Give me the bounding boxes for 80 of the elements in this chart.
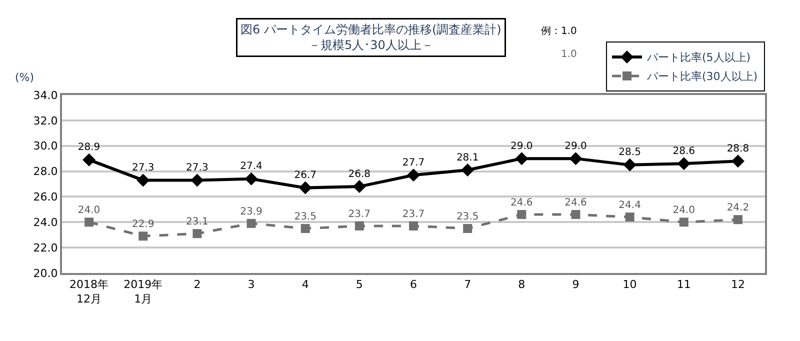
x-tick-label: 10 [622, 278, 637, 292]
data-label: 29.0 [564, 140, 587, 152]
data-label: 24.6 [564, 197, 587, 208]
data-label: 27.3 [186, 162, 208, 174]
data-label: 27.3 [132, 162, 154, 174]
point [298, 181, 312, 194]
y-tick-label: 26.0 [33, 190, 58, 204]
legend-label: パート比率(5人以上) [646, 51, 751, 64]
y-tick-label: 22.0 [33, 241, 58, 254]
y-tick-label: 34.0 [33, 88, 58, 102]
data-label: 24.0 [672, 205, 696, 216]
data-label: 23.9 [240, 206, 262, 218]
x-tick-label: 2019年 1月 [124, 278, 163, 306]
point [623, 158, 636, 172]
point [407, 168, 420, 182]
x-tick-label: 12 [730, 278, 745, 292]
point [625, 212, 634, 222]
point [244, 172, 258, 186]
y-tick-label: 32.0 [33, 114, 58, 128]
data-label: 24.2 [726, 202, 750, 214]
point [517, 210, 526, 220]
x-tick-label: 4 [302, 278, 309, 292]
x-tick-label: 2018年 12月 [70, 278, 109, 306]
data-label: 28.9 [78, 142, 100, 154]
x-tick-label: 9 [572, 278, 580, 292]
y-tick-label: 30.0 [33, 140, 58, 153]
chart-subtitle: －規模5人･30人以上－ [308, 38, 434, 52]
y-tick-label: 20.0 [33, 266, 58, 280]
point [138, 232, 148, 241]
point [354, 221, 364, 230]
data-label: 23.1 [186, 216, 208, 228]
x-tick-label: 8 [518, 278, 526, 292]
data-label: 24.0 [78, 205, 100, 216]
x-tick-label: 11 [676, 278, 691, 292]
data-label: 29.0 [510, 140, 533, 152]
y-axis-title: (%) [15, 71, 34, 84]
text: 例：1.0 [541, 26, 577, 37]
point [679, 218, 688, 227]
point [300, 224, 310, 233]
point [515, 152, 528, 166]
x-tick-label: 5 [356, 278, 363, 292]
x-tick-label: 3 [248, 278, 255, 292]
data-label: 27.7 [402, 157, 425, 168]
data-label: 28.5 [618, 147, 641, 158]
point [190, 174, 204, 187]
y-tick-label: 24.0 [33, 216, 58, 229]
x-tick-label: 6 [410, 278, 417, 292]
data-label: 28.6 [672, 146, 696, 157]
point [84, 218, 94, 227]
data-label: 23.7 [402, 208, 425, 220]
point [677, 157, 690, 170]
data-label: 22.9 [132, 219, 154, 230]
chart-title: 図6 パートタイム労働者比率の推移(調査産業計) [240, 22, 502, 36]
point [352, 180, 366, 194]
data-label: 23.5 [294, 211, 316, 222]
point [136, 174, 150, 187]
point [463, 224, 472, 233]
point [409, 221, 418, 230]
data-label: 28.8 [726, 143, 750, 154]
point [82, 153, 96, 166]
point [731, 154, 744, 168]
data-label: 23.5 [456, 211, 479, 222]
data-label: 28.1 [456, 152, 479, 164]
data-label: 27.4 [240, 161, 262, 172]
point [461, 164, 474, 177]
point [246, 218, 256, 228]
legend-label: パート比率(30人以上) [646, 70, 758, 84]
point [733, 215, 742, 224]
data-label: 24.4 [618, 200, 641, 211]
point [192, 229, 202, 238]
data-label: 26.7 [294, 170, 316, 182]
point [571, 210, 580, 220]
text: 1.0 [561, 49, 577, 60]
x-tick-label: 7 [464, 278, 472, 292]
data-label: 23.7 [348, 208, 371, 220]
data-label: 26.8 [348, 168, 371, 180]
x-tick-label: 2 [194, 278, 201, 292]
point [569, 152, 582, 166]
data-label: 24.6 [510, 197, 533, 208]
y-tick-label: 28.0 [33, 165, 58, 178]
